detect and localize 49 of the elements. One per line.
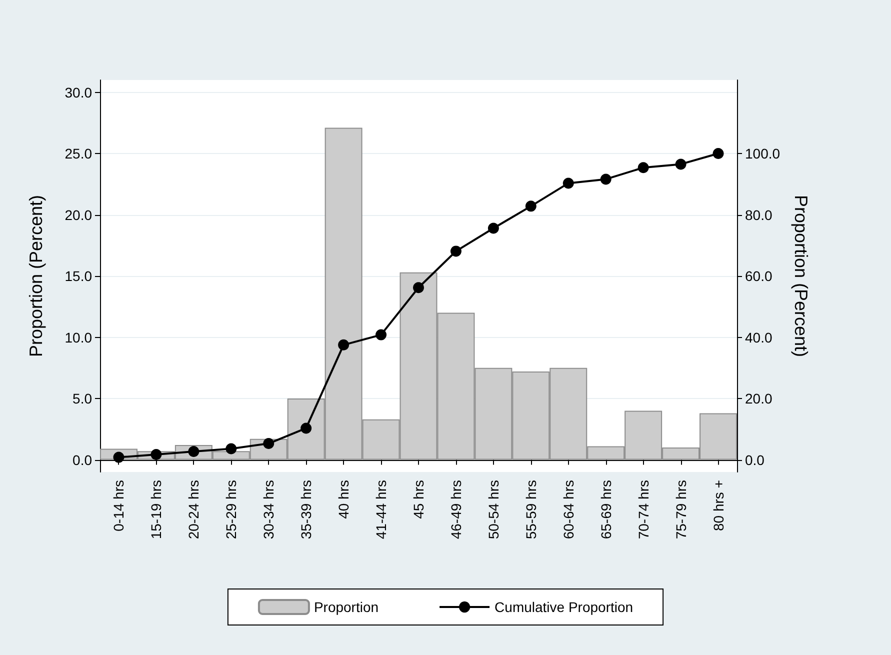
y-tick-label: 20.0 <box>64 206 92 223</box>
y-tick-label: 30.0 <box>64 84 92 100</box>
y2-tick-label: 100.0 <box>745 146 780 162</box>
point <box>150 449 162 460</box>
point <box>300 422 312 434</box>
legend-label: Cumulative Proportion <box>494 599 634 615</box>
point <box>413 282 424 294</box>
x-tick-label: 55-59 hrs <box>522 480 539 540</box>
point <box>338 339 350 350</box>
x-tick-label: 25-29 hrs <box>223 480 240 540</box>
x-tick-label: 15-19 hrs <box>148 480 164 540</box>
point <box>712 148 724 159</box>
y-tick-label: 5.0 <box>72 390 92 406</box>
point <box>488 222 499 234</box>
x-tick-label: 50-54 hrs <box>485 480 502 540</box>
y2-axis-title: Proportion (Percent) <box>791 194 811 358</box>
point <box>675 158 686 170</box>
y2-tick-label: 40.0 <box>745 329 772 346</box>
point <box>450 246 462 257</box>
y-tick-label: 10.0 <box>64 329 92 346</box>
y2-tick-label: 20.0 <box>745 390 772 406</box>
x-tick-label: 41-44 hrs <box>373 480 390 540</box>
x-tick-label: 0-14 hrs <box>110 480 127 532</box>
x-tick-label: 65-69 hrs <box>598 480 614 540</box>
x-tick-label: 60-64 hrs <box>560 480 576 540</box>
x-tick-label: 35-39 hrs <box>298 480 314 540</box>
y-tick-label: 0.0 <box>72 452 92 468</box>
point <box>525 200 536 212</box>
x-tick-label: 45 hrs <box>410 480 426 519</box>
x-tick-label: 70-74 hrs <box>635 480 652 540</box>
legend-label: Proportion <box>314 599 379 615</box>
x-tick-label: 80 hrs + <box>710 480 726 531</box>
point <box>562 178 574 189</box>
point <box>226 443 237 454</box>
point <box>113 452 124 463</box>
y-axis-title: Proportion (Percent) <box>26 194 46 358</box>
y2-tick-label: 0.0 <box>745 452 765 468</box>
x-tick-label: 40 hrs <box>336 480 352 519</box>
point <box>376 329 387 340</box>
x-tick-label: 75-79 hrs <box>672 480 689 540</box>
y-tick-label: 15.0 <box>64 268 92 284</box>
point <box>600 174 612 185</box>
y2-tick-label: 80.0 <box>745 206 772 223</box>
y2-tick-label: 60.0 <box>745 268 772 284</box>
x-tick-label: 46-49 hrs <box>448 480 464 540</box>
x-tick-label: 20-24 hrs <box>186 480 202 540</box>
point <box>638 162 649 174</box>
y-tick-label: 25.0 <box>64 146 92 162</box>
x-tick-label: 30-34 hrs <box>260 480 277 540</box>
